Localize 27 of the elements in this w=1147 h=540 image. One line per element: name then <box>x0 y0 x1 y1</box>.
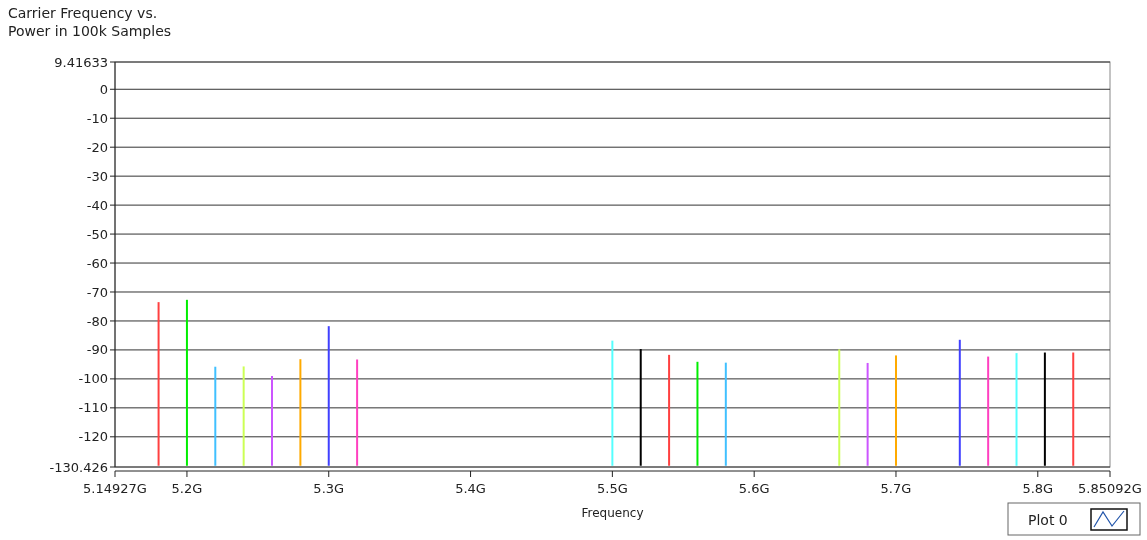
x-tick-label: 5.8G <box>1022 481 1054 496</box>
y-tick-label: -40 <box>86 197 108 213</box>
y-tick-label: -70 <box>86 284 108 300</box>
x-tick-label: 5.6G <box>738 481 770 496</box>
y-tick-label: -60 <box>86 255 108 271</box>
x-tick-label: 5.85092G <box>1078 481 1142 496</box>
y-tick-label: -110 <box>78 400 108 416</box>
y-tick-label: 9.41633 <box>54 54 108 70</box>
y-tick-label: -90 <box>86 342 108 358</box>
x-tick-label: 5.3G <box>313 481 345 496</box>
y-tick-label: -50 <box>86 226 108 242</box>
y-tick-label: -30 <box>86 168 108 184</box>
x-tick-label: 5.7G <box>880 481 912 496</box>
x-axis-title: Frequency <box>581 506 644 520</box>
x-tick-label: 5.4G <box>455 481 486 496</box>
y-tick-label: -120 <box>78 429 108 445</box>
y-tick-label: 0 <box>99 81 108 97</box>
x-tick-label: 5.14927G <box>83 481 147 496</box>
y-tick-label: -20 <box>86 139 108 155</box>
y-tick-label: -130.426 <box>49 459 108 475</box>
text: Plot 0 <box>1028 512 1068 528</box>
y-tick-label: -80 <box>86 313 108 329</box>
y-tick-label: -10 <box>86 110 108 126</box>
x-tick-label: 5.2G <box>171 481 203 496</box>
chart-title: Carrier Frequency vs. Power in 100k Samples <box>8 5 172 39</box>
y-tick-label: -100 <box>78 371 108 387</box>
x-tick-label: 5.5G <box>596 481 628 496</box>
